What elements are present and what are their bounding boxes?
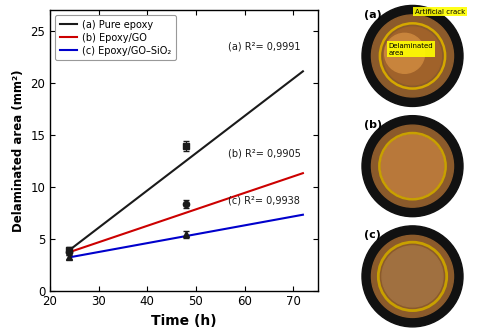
Text: Delaminated
area: Delaminated area xyxy=(389,43,434,56)
Circle shape xyxy=(372,15,454,97)
Text: Artificial crack: Artificial crack xyxy=(415,9,466,15)
Circle shape xyxy=(384,27,442,85)
Text: (b) R²= 0,9905: (b) R²= 0,9905 xyxy=(228,148,300,158)
Text: (a) R²= 0,9991: (a) R²= 0,9991 xyxy=(228,41,300,51)
Text: (c) R²= 0,9938: (c) R²= 0,9938 xyxy=(228,195,300,205)
Circle shape xyxy=(372,125,454,207)
Text: (c): (c) xyxy=(364,230,380,240)
Circle shape xyxy=(362,226,463,327)
Circle shape xyxy=(381,135,444,198)
Circle shape xyxy=(362,116,463,217)
X-axis label: Time (h): Time (h) xyxy=(151,314,216,328)
Circle shape xyxy=(372,235,454,317)
Circle shape xyxy=(362,5,463,107)
Text: (b): (b) xyxy=(364,120,382,130)
Y-axis label: Delaminated area (mm²): Delaminated area (mm²) xyxy=(12,69,24,231)
Text: (a): (a) xyxy=(364,10,382,20)
Circle shape xyxy=(384,33,424,73)
Legend: (a) Pure epoxy, (b) Epoxy/GO, (c) Epoxy/GO–SiO₂: (a) Pure epoxy, (b) Epoxy/GO, (c) Epoxy/… xyxy=(55,15,176,60)
Circle shape xyxy=(382,246,443,307)
